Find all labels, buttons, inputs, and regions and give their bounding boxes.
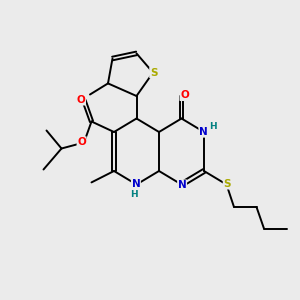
Text: H: H: [209, 122, 217, 131]
Text: N: N: [131, 179, 140, 189]
Text: O: O: [76, 95, 85, 105]
Text: S: S: [150, 68, 157, 78]
Text: O: O: [77, 137, 86, 147]
Text: O: O: [180, 90, 189, 100]
Text: N: N: [178, 180, 187, 190]
Text: N: N: [199, 127, 208, 137]
Text: S: S: [223, 179, 231, 189]
Text: H: H: [130, 190, 137, 199]
